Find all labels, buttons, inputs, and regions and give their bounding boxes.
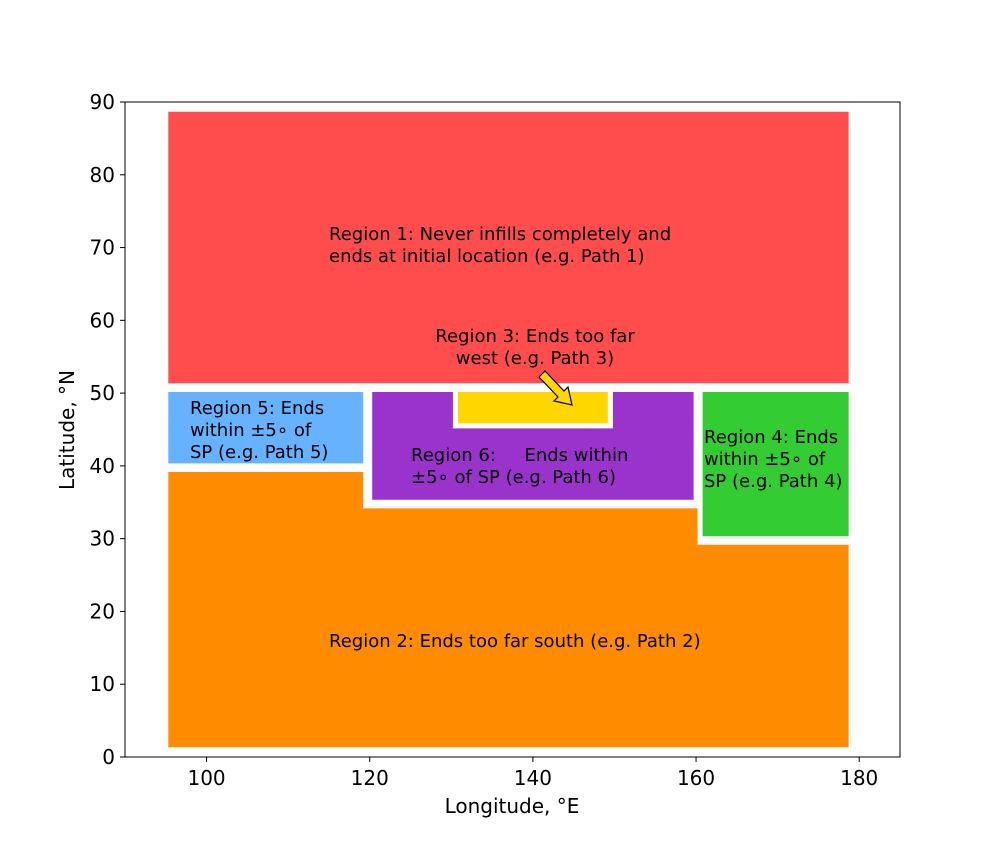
region-3-label-line: west (e.g. Path 3): [456, 348, 614, 369]
region-5-label-line: SP (e.g. Path 5): [190, 442, 328, 463]
region-labels-layer: Region 1: Never infills completely anden…: [190, 224, 842, 652]
y-tick-label: 20: [90, 599, 115, 623]
region-6-label-line: Region 6: Ends within: [411, 445, 628, 466]
region-3-area: [452, 387, 613, 429]
x-tick-label: 140: [514, 766, 552, 790]
x-tick-label: 180: [840, 766, 878, 790]
y-tick-label: 10: [90, 672, 115, 696]
region-1-label-line: Region 1: Never infills completely and: [329, 224, 671, 245]
plot-frame: [124, 101, 901, 758]
y-tick-label: 0: [102, 745, 115, 769]
region-1-label-line: ends at initial location (e.g. Path 1): [329, 246, 645, 267]
y-tick-label: 90: [90, 90, 115, 114]
region-6-area: [367, 387, 699, 505]
y-tick-label: 60: [90, 308, 115, 332]
region-4-area: [697, 387, 854, 542]
y-tick-label: 40: [90, 454, 115, 478]
region-5-label-line: Region 5: Ends: [190, 398, 324, 419]
x-tick-label: 100: [187, 766, 225, 790]
x-tick-label: 160: [677, 766, 715, 790]
y-tick-label: 50: [90, 381, 115, 405]
region-5-label-line: within ±5∘ of: [190, 420, 312, 441]
y-tick-label: 30: [90, 527, 115, 551]
ticks-layer: 100 120 140 160 180 0 10 20 30 40 50 60 70 80 90: [90, 90, 879, 790]
y-axis-label: Latitude, °N: [55, 370, 79, 490]
arrow-layer: [538, 370, 573, 406]
y-tick-label: 70: [90, 236, 115, 260]
x-axis-label: Longitude, °E: [445, 794, 580, 818]
region-4-label-line: SP (e.g. Path 4): [704, 471, 842, 492]
region-5-area: [163, 387, 369, 469]
region-6-label-line: ±5∘ of SP (e.g. Path 6): [411, 467, 616, 488]
x-tick-label: 120: [351, 766, 389, 790]
region-4-label-line: within ±5∘ of: [704, 449, 826, 470]
region-3-label-line: Region 3: Ends too far: [435, 326, 635, 347]
regions-layer: [163, 106, 854, 753]
region-1-area: [163, 106, 854, 389]
region-3-arrow: [538, 370, 573, 406]
region-4-label-line: Region 4: Ends: [704, 427, 838, 448]
y-tick-label: 80: [90, 163, 115, 187]
region-2-label-line: Region 2: Ends too far south (e.g. Path …: [329, 631, 701, 652]
